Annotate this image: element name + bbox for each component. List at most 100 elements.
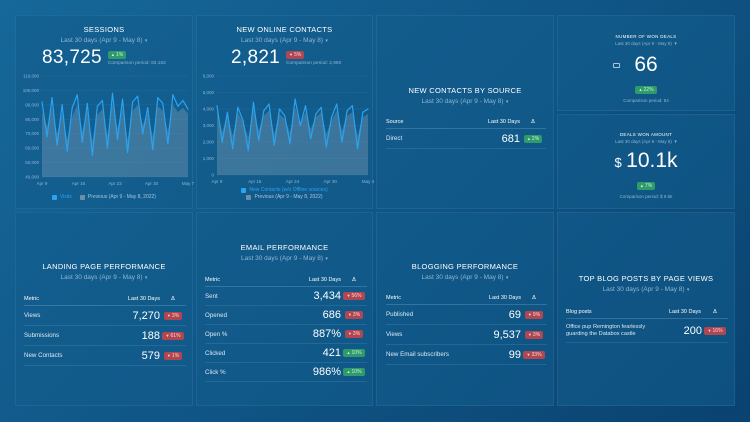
data-point	[116, 138, 119, 141]
sessions-comparison: Comparison period: 83,162	[107, 60, 166, 66]
row-label: Clicked	[205, 343, 261, 363]
row-label: Views	[386, 324, 476, 345]
row-label: Submissions	[24, 325, 99, 346]
col-metric: Metric	[205, 277, 261, 287]
y-tick-label: 3,000	[203, 123, 215, 128]
data-point	[152, 148, 154, 151]
table-row: New Contacts 579 1%	[24, 345, 186, 366]
data-point	[51, 97, 53, 99]
row-label[interactable]: Office pup Remington fearlessly guarding…	[566, 318, 668, 343]
data-point	[320, 106, 322, 108]
y-tick-label: 5,000	[203, 90, 215, 95]
legend-swatch-previous	[79, 194, 85, 200]
data-point	[172, 94, 174, 96]
data-point	[66, 150, 68, 152]
y-tick-label: 50,000	[25, 160, 39, 165]
row-value: 188	[98, 325, 160, 346]
contacts-delta-badge: 5%	[286, 50, 305, 59]
table-row: Published 69 9%	[386, 304, 547, 325]
legend-visits: Visits	[60, 194, 72, 200]
won-amount-delta-badge: 7%	[636, 182, 656, 190]
table-row: Sent 3,434 56%	[205, 286, 367, 306]
sessions-value: 83,725	[42, 47, 102, 68]
date-range-selector[interactable]: Last 30 days (Apr 9 - May 8) ▾	[197, 255, 372, 262]
chevron-down-icon: ▾	[324, 38, 328, 44]
data-point	[76, 94, 78, 96]
row-delta: 3%	[524, 330, 544, 339]
row-value: 986%	[260, 362, 341, 382]
row-value: 579	[98, 345, 160, 366]
y-tick-label: 0	[211, 173, 214, 178]
chevron-down-icon: ▾	[504, 275, 509, 281]
table-row: New Email subscribers 99 33%	[386, 344, 547, 365]
legend-previous: Previous (Apr 9 - May 8, 2022)	[254, 194, 323, 200]
date-range-selector[interactable]: Last 30 days (Apr 9 - May 8) ▾	[377, 274, 553, 281]
x-tick-label: Apr 16	[72, 181, 86, 186]
sessions-chart[interactable]: 40,000 50,000 60,000 70,000 80,000 90,000 100,…	[16, 74, 194, 194]
x-tick-label: Apr 30	[324, 179, 338, 184]
row-value: 686	[260, 305, 341, 325]
y-tick-label: 100,000	[23, 88, 40, 93]
date-range-selector[interactable]: Last 30 days (Apr 9 - May 8) ▾	[377, 98, 553, 105]
row-delta: 10%	[343, 368, 365, 376]
col-delta: Δ	[702, 309, 728, 319]
data-point	[162, 102, 164, 105]
won-amount-period: Last 30 days (Apr 9 - May 8)	[615, 139, 672, 144]
data-point	[226, 111, 229, 113]
date-range-selector[interactable]: Last 30 days (Apr 9 - May 8) ▾	[197, 37, 372, 44]
row-value: 69	[475, 304, 521, 325]
y-tick-label: 4,000	[203, 107, 215, 112]
data-point	[351, 105, 353, 107]
y-tick-label: 1,000	[203, 156, 215, 161]
currency-symbol: $	[614, 155, 622, 170]
data-point	[221, 141, 223, 143]
chevron-down-icon: ▾	[143, 38, 148, 44]
date-range-selector[interactable]: Last 30 days (Apr 9 - May 8) ▾	[558, 286, 734, 293]
blogging-table: Metric Last 30 Days Δ Published 69 9% Vi…	[386, 295, 547, 365]
table-row: Open % 887% 3%	[205, 324, 367, 344]
col-delta: Δ	[521, 295, 547, 305]
y-tick-label: 90,000	[25, 102, 39, 107]
date-range-selector[interactable]: Last 30 days (Apr 9 - May 8) ▾	[558, 41, 734, 47]
sessions-legend: Visits Previous (Apr 9 - May 8, 2022)	[16, 194, 192, 200]
data-point	[346, 110, 348, 112]
date-range-selector[interactable]: Last 30 days (Apr 9 - May 8) ▾	[16, 274, 192, 281]
chevron-down-icon: ▾	[143, 275, 148, 281]
blog-posts-period: Last 30 days (Apr 9 - May 8)	[602, 286, 685, 293]
data-point	[325, 146, 327, 148]
x-tick-label: Apr 23	[108, 181, 122, 186]
data-point	[101, 99, 104, 102]
contacts-chart[interactable]: 0 1,000 2,000 3,000 4,000 5,000 6,000 Apr 9 Apr …	[197, 74, 374, 194]
col-last-30: Last 30 Days	[260, 277, 341, 287]
data-point	[71, 107, 73, 109]
x-tick-label: May 4	[362, 179, 374, 184]
y-tick-label: 2,000	[203, 140, 215, 145]
row-value: 99	[475, 344, 521, 365]
data-point	[111, 92, 114, 94]
won-amount-value: 10.1k	[626, 149, 678, 172]
blogging-period: Last 30 days (Apr 9 - May 8)	[421, 274, 504, 281]
date-range-selector[interactable]: Last 30 days (Apr 9 - May 8) ▾	[16, 37, 192, 44]
row-label: New Email subscribers	[386, 344, 476, 365]
col-blog-posts: Blog posts	[566, 309, 668, 319]
y-tick-label: 60,000	[25, 146, 39, 151]
table-row: Views 9,537 3%	[386, 324, 547, 345]
blogging-tile: BLOGGING PERFORMANCE Last 30 days (Apr 9…	[376, 212, 554, 406]
row-label: Published	[386, 304, 476, 325]
legend-swatch-current	[241, 187, 247, 193]
data-point	[258, 139, 260, 141]
legend-new-contacts: New Contacts (w/o Offline sources)	[249, 187, 328, 193]
row-label: Direct	[386, 128, 434, 149]
data-point	[91, 154, 93, 156]
col-last-30: Last 30 Days	[98, 296, 160, 306]
by-source-title: NEW CONTACTS BY SOURCE	[408, 86, 522, 95]
x-tick-label: Apr 9	[37, 181, 48, 186]
table-row: Direct 681 2%	[386, 128, 546, 149]
data-point	[147, 107, 149, 109]
date-range-selector[interactable]: Last 30 days (Apr 9 - May 8) ▾	[558, 139, 734, 145]
row-value: 421	[260, 343, 341, 363]
data-point	[268, 103, 270, 105]
won-deals-title: NUMBER OF WON DEALS	[615, 34, 677, 39]
landing-tile: LANDING PAGE PERFORMANCE Last 30 days (A…	[15, 212, 193, 406]
col-metric: Metric	[24, 296, 99, 306]
